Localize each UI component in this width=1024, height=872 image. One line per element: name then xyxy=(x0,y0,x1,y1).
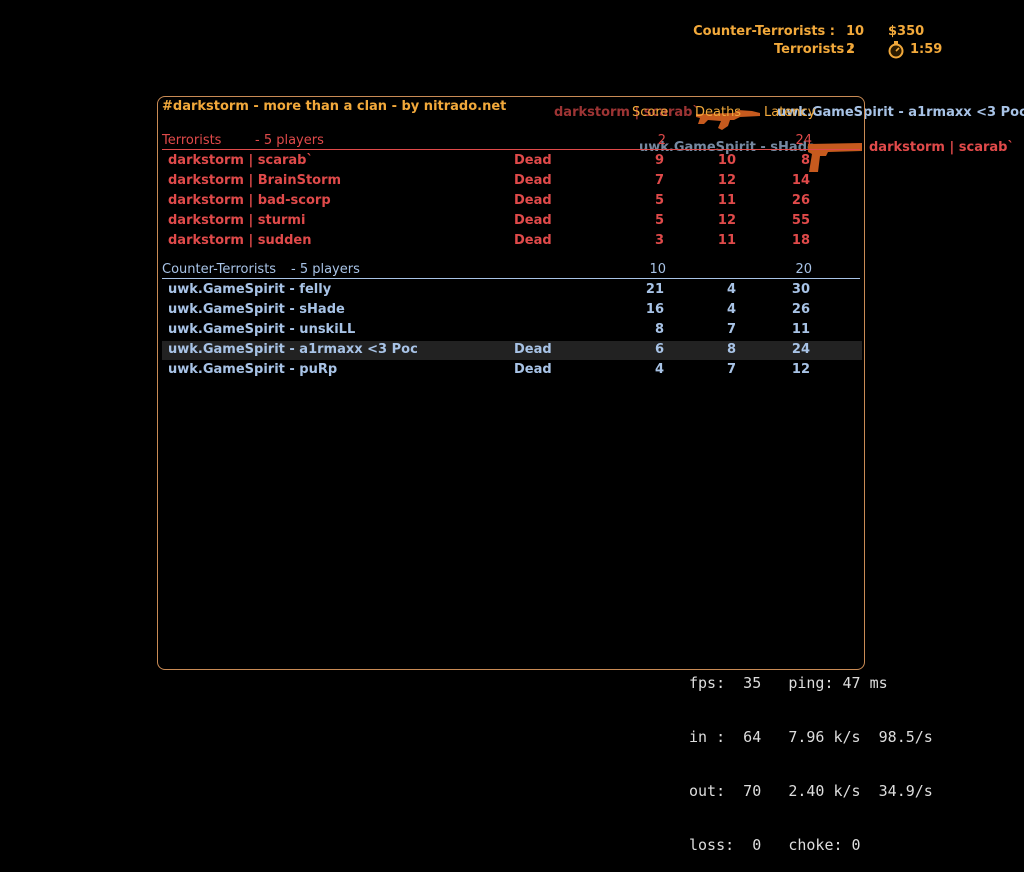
round-timer: 1:59 xyxy=(910,42,943,57)
player-row[interactable]: darkstorm | sturmi Dead 5 12 55 xyxy=(162,212,862,231)
team-score: 2 xyxy=(657,133,666,148)
team-name: Counter-Terrorists xyxy=(162,262,277,277)
player-row[interactable]: darkstorm | scarab` Dead 9 10 8 xyxy=(162,152,862,171)
net-graph: fps: 35 ping: 47 ms in : 64 7.96 k/s 98.… xyxy=(689,638,933,872)
player-row[interactable]: darkstorm | sudden Dead 3 11 18 xyxy=(162,232,862,251)
rifle-icon xyxy=(696,110,760,130)
player-name: darkstorm | BrainStorm xyxy=(168,173,342,188)
player-latency: 12 xyxy=(791,362,810,377)
player-name: uwk.GameSpirit - felly xyxy=(168,282,332,297)
player-status: Dead xyxy=(514,193,552,208)
player-latency: 30 xyxy=(791,282,810,297)
player-latency: 18 xyxy=(791,233,810,248)
player-row[interactable]: darkstorm | bad-scorp Dead 5 11 26 xyxy=(162,192,862,211)
player-deaths: 4 xyxy=(726,282,736,297)
team-header-counter-terrorists: Counter-Terrorists - 5 players xyxy=(162,262,360,277)
player-name: darkstorm | scarab` xyxy=(168,153,313,168)
stopwatch-icon xyxy=(888,41,904,59)
killfeed-victim: uwk.GameSpirit - a1rmaxx <3 Poc xyxy=(777,105,1024,120)
player-row[interactable]: uwk.GameSpirit - sHade 16 4 26 xyxy=(162,301,862,320)
player-name: uwk.GameSpirit - unskiLL xyxy=(168,322,356,337)
player-latency: 55 xyxy=(791,213,810,228)
player-row[interactable]: uwk.GameSpirit - felly 21 4 30 xyxy=(162,281,862,300)
team-header-terrorists: Terrorists - 5 players xyxy=(162,133,324,148)
player-row[interactable]: uwk.GameSpirit - puRp Dead 4 7 12 xyxy=(162,361,862,380)
team-name: Terrorists xyxy=(162,133,222,148)
pistol-icon xyxy=(808,143,862,172)
player-status: Dead xyxy=(514,213,552,228)
player-score: 9 xyxy=(654,153,664,168)
col-header-score: Score xyxy=(632,105,669,120)
col-header-deaths: Deaths xyxy=(695,105,742,120)
scoreboard: #darkstorm - more than a clan - by nitra… xyxy=(157,96,865,670)
team-separator xyxy=(162,278,860,279)
player-deaths: 11 xyxy=(717,193,736,208)
player-status: Dead xyxy=(514,233,552,248)
team-latency: 24 xyxy=(795,133,812,148)
player-deaths: 10 xyxy=(717,153,736,168)
player-row[interactable]: darkstorm | BrainStorm Dead 7 12 14 xyxy=(162,172,862,191)
killfeed-killer: darkstorm | scarab` xyxy=(554,105,699,120)
player-score: 16 xyxy=(645,302,664,317)
player-score: 8 xyxy=(654,322,664,337)
killfeed-killer: uwk.GameSpirit - sHade xyxy=(639,140,816,155)
player-deaths: 11 xyxy=(717,233,736,248)
player-score: 5 xyxy=(654,193,664,208)
player-deaths: 7 xyxy=(726,322,736,337)
team-score-hud: Counter-Terrorists : 10 $350 Terrorists … xyxy=(660,22,960,62)
team-score: 10 xyxy=(649,262,666,277)
player-deaths: 8 xyxy=(726,342,736,357)
player-name: uwk.GameSpirit - a1rmaxx <3 Poc xyxy=(168,342,418,357)
net-graph-in: in : 64 7.96 k/s 98.5/s xyxy=(689,728,933,746)
player-status: Dead xyxy=(514,342,552,357)
player-score: 4 xyxy=(654,362,664,377)
player-deaths: 12 xyxy=(717,173,736,188)
net-graph-out: out: 70 2.40 k/s 34.9/s xyxy=(689,782,933,800)
t-score-value: 2 xyxy=(846,42,856,57)
player-deaths: 7 xyxy=(726,362,736,377)
player-score: 6 xyxy=(654,342,664,357)
player-latency: 26 xyxy=(791,193,810,208)
player-status: Dead xyxy=(514,153,552,168)
player-status: Dead xyxy=(514,362,552,377)
net-graph-fps: fps: 35 ping: 47 ms xyxy=(689,674,888,692)
net-graph-loss: loss: 0 choke: 0 xyxy=(689,836,861,854)
player-name: uwk.GameSpirit - puRp xyxy=(168,362,338,377)
player-score: 7 xyxy=(654,173,664,188)
player-latency: 8 xyxy=(800,153,810,168)
ct-score-value: 10 xyxy=(846,24,865,39)
player-latency: 14 xyxy=(791,173,810,188)
player-row-local[interactable]: uwk.GameSpirit - a1rmaxx <3 Poc Dead 6 8… xyxy=(162,341,862,360)
player-status: Dead xyxy=(514,173,552,188)
money-display: $350 xyxy=(888,24,925,39)
ct-score-label: Counter-Terrorists : xyxy=(693,24,835,39)
col-header-latency: Latency xyxy=(764,105,816,120)
player-row[interactable]: uwk.GameSpirit - unskiLL 8 7 11 xyxy=(162,321,862,340)
player-score: 21 xyxy=(645,282,664,297)
player-score: 3 xyxy=(654,233,664,248)
t-score-label: Terrorists : xyxy=(774,42,854,57)
server-title: #darkstorm - more than a clan - by nitra… xyxy=(162,99,507,114)
player-name: darkstorm | sturmi xyxy=(168,213,306,228)
player-latency: 26 xyxy=(791,302,810,317)
player-name: darkstorm | bad-scorp xyxy=(168,193,331,208)
killfeed-victim: darkstorm | scarab` xyxy=(869,140,1014,155)
player-name: uwk.GameSpirit - sHade xyxy=(168,302,345,317)
player-latency: 11 xyxy=(791,322,810,337)
player-name: darkstorm | sudden xyxy=(168,233,312,248)
team-player-count: - 5 players xyxy=(291,262,360,277)
player-score: 5 xyxy=(654,213,664,228)
player-latency: 24 xyxy=(791,342,810,357)
team-player-count: - 5 players xyxy=(255,133,324,148)
team-separator xyxy=(162,149,860,150)
player-deaths: 12 xyxy=(717,213,736,228)
player-deaths: 4 xyxy=(726,302,736,317)
team-latency: 20 xyxy=(795,262,812,277)
